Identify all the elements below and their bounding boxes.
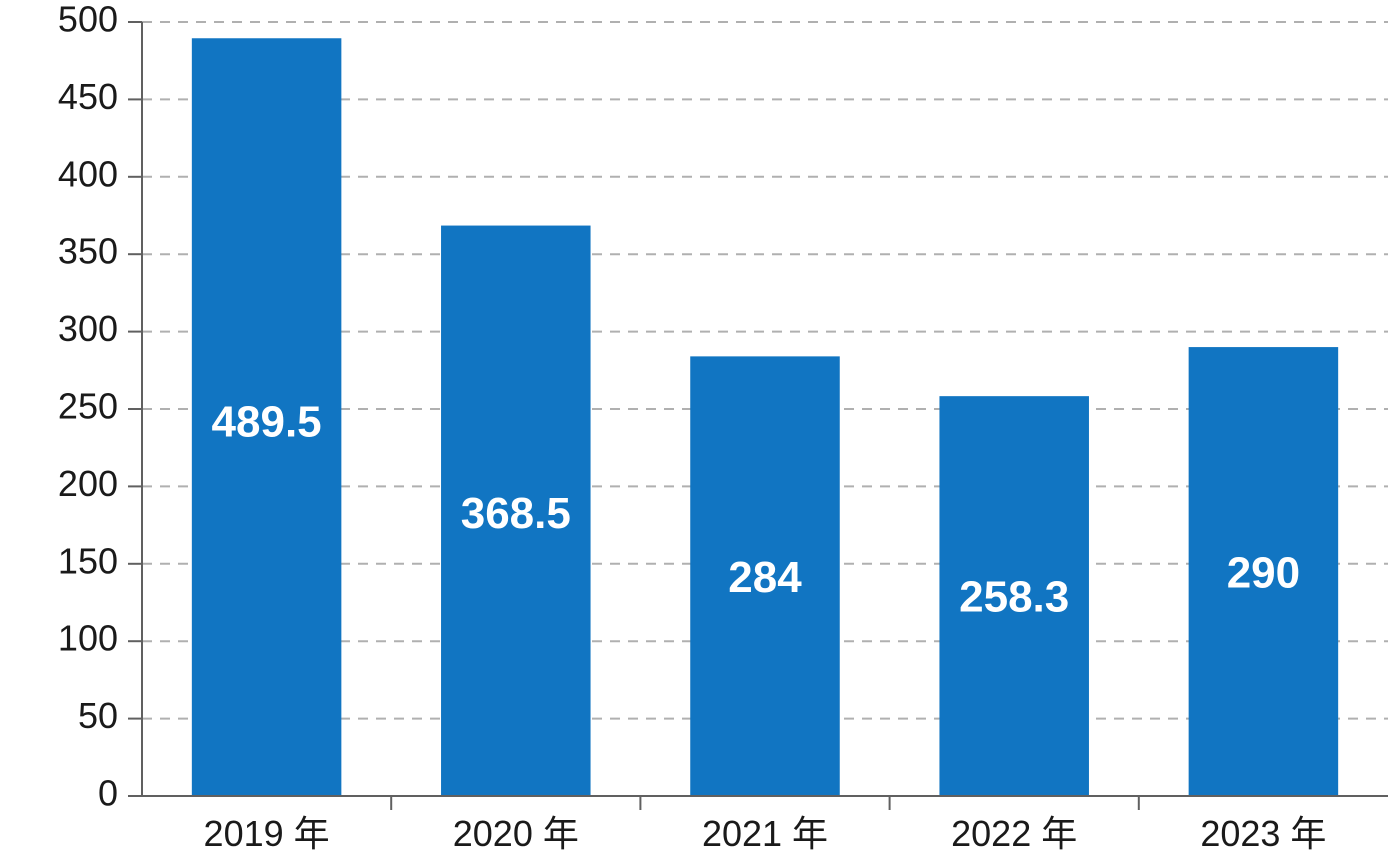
bar-chart: 489.5 368.5 284 258.3 290 0 50 100 150 200 250 300 3… [0,0,1400,865]
bar-value-label: 284 [728,553,802,602]
x-category-label: 2020 年 [453,813,579,854]
y-tick-label: 250 [58,386,118,427]
x-category-label: 2022 年 [951,813,1077,854]
y-tick-label: 100 [58,618,118,659]
bar-value-label: 290 [1227,549,1300,598]
y-tick-label: 350 [58,231,118,272]
y-tick-label: 50 [78,695,118,736]
y-tick-label: 300 [58,308,118,349]
y-tick-label: 200 [58,463,118,504]
x-category-label: 2023 年 [1200,813,1326,854]
y-tick-label: 150 [58,540,118,581]
chart-svg: 489.5 368.5 284 258.3 290 0 50 100 150 200 250 300 3… [0,0,1400,865]
y-tick-label: 0 [98,773,118,814]
x-category-label: 2019 年 [204,813,330,854]
bar-value-label: 489.5 [212,397,322,446]
y-tick-label: 450 [58,76,118,117]
bar-value-label: 258.3 [959,573,1069,622]
y-tick-label: 500 [58,0,118,40]
bar-value-label: 368.5 [461,489,571,538]
y-tick-label: 400 [58,153,118,194]
x-category-label: 2021 年 [702,813,828,854]
